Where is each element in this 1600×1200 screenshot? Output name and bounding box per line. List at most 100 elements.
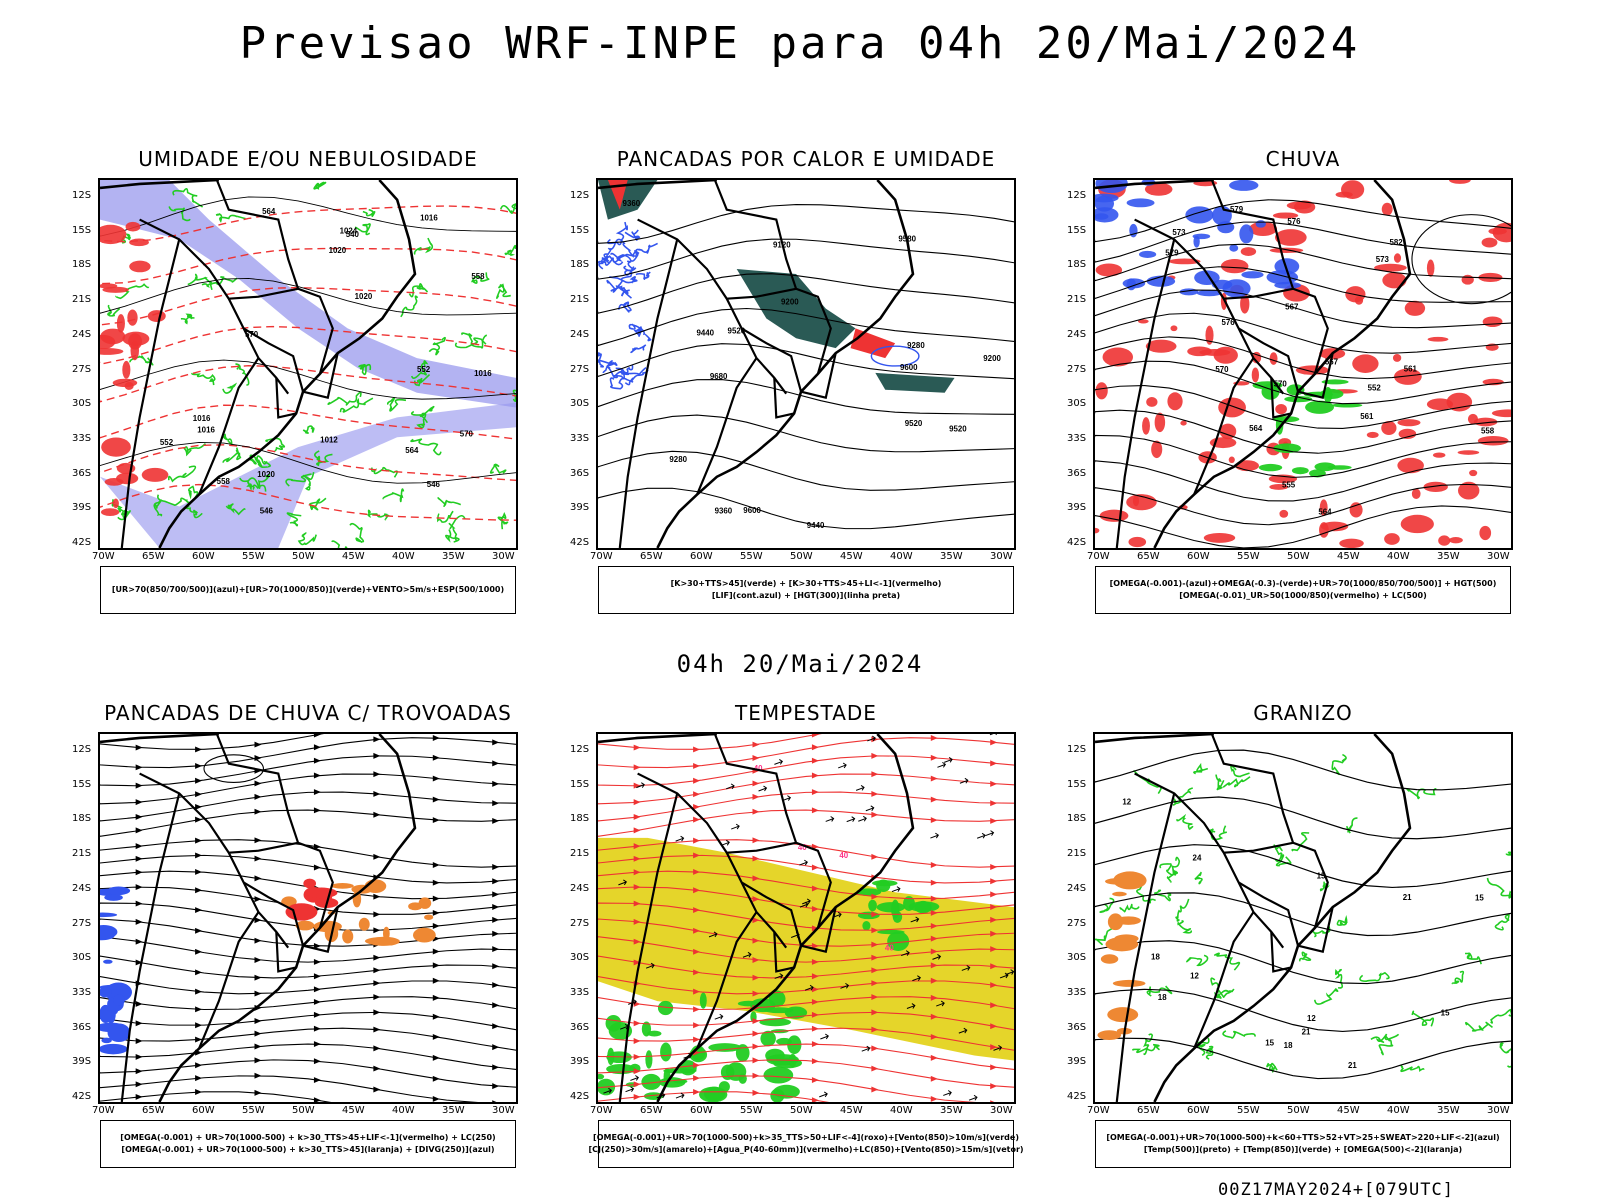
contour-line bbox=[1095, 892, 1511, 937]
streamline-arrow bbox=[195, 803, 203, 810]
lat-tick-label: 21S bbox=[570, 848, 590, 860]
streamline-arrow bbox=[811, 772, 819, 779]
rain-omega-patch bbox=[1275, 403, 1287, 415]
rain-omega-patch bbox=[1205, 325, 1214, 345]
map-trovoadas bbox=[98, 732, 518, 1104]
omega-strong-patch bbox=[1258, 463, 1283, 472]
lat-tick-label: 39S bbox=[1067, 502, 1087, 514]
streamline-arrow bbox=[432, 1013, 440, 1020]
streamline-arrow bbox=[135, 1020, 143, 1027]
contours bbox=[1095, 749, 1511, 1080]
rain-omega-patch bbox=[1432, 452, 1446, 458]
convection-orange-patch bbox=[424, 914, 434, 920]
contour-label: 561 bbox=[1360, 412, 1374, 421]
streamline-arrow bbox=[811, 1041, 819, 1048]
contour-label: 552 bbox=[417, 365, 431, 374]
rain-omega-patch bbox=[1240, 294, 1250, 314]
streamline-arrow bbox=[432, 1075, 440, 1082]
streamline-arrow bbox=[693, 1062, 701, 1069]
streamline-arrow bbox=[752, 1030, 760, 1037]
streamline-arrow bbox=[432, 796, 440, 803]
humidity-low-level-line bbox=[408, 283, 429, 298]
rain-omega-patch bbox=[1095, 382, 1108, 400]
lif-contour-line bbox=[624, 369, 649, 386]
lon-tick-label: 30W bbox=[1487, 1105, 1510, 1116]
streamline-arrow bbox=[254, 974, 262, 981]
contour-label: 9600 bbox=[900, 363, 918, 372]
rain-omega-patch bbox=[1482, 316, 1503, 328]
border-line bbox=[302, 352, 339, 399]
streamline-arrow bbox=[492, 963, 500, 970]
rain-omega-patch bbox=[1274, 229, 1307, 246]
streamline-arrow bbox=[930, 754, 938, 761]
lat-tick-label: 12S bbox=[72, 744, 92, 755]
lat-tick-label: 33S bbox=[1067, 432, 1087, 444]
humidity-low-level-line bbox=[187, 485, 199, 500]
lat-tick-label: 15S bbox=[72, 224, 92, 236]
legend-line: [OMEGA(-0.001) + UR>70(1000-500) + k>30_… bbox=[121, 1145, 495, 1154]
streamline-arrow bbox=[373, 927, 381, 934]
streamline-arrow bbox=[633, 843, 641, 850]
streamline-arrow bbox=[990, 1100, 995, 1102]
omega-weak-patch bbox=[1138, 250, 1157, 258]
divergence-patch bbox=[103, 959, 113, 964]
rain-omega bbox=[1095, 180, 1511, 548]
streamline-arrow bbox=[313, 807, 321, 814]
streamline-arrow bbox=[633, 959, 641, 966]
border-line bbox=[713, 734, 832, 929]
streamline-arrow bbox=[752, 1089, 760, 1096]
lon-tick-label: 50W bbox=[292, 551, 315, 562]
lon-tick-label: 70W bbox=[92, 551, 115, 562]
rain-omega-patch bbox=[1341, 180, 1365, 199]
convection-orange-patch bbox=[342, 929, 354, 944]
streamline-arrow bbox=[432, 1033, 440, 1040]
streamline-arrow bbox=[313, 789, 321, 796]
contour-label: 18 bbox=[1151, 952, 1160, 961]
wind-vector bbox=[840, 982, 850, 989]
legend-line: [OMEGA(-0.001)+UR>70(1000-500)+k<60+TTS>… bbox=[1106, 1133, 1500, 1142]
streamline-arrow bbox=[930, 895, 938, 902]
coastline-borders bbox=[100, 734, 417, 1102]
humidity-low-level-line bbox=[222, 382, 238, 394]
wind-vector bbox=[901, 950, 910, 957]
lif-contour-line bbox=[630, 344, 647, 354]
legend-trovoadas: [OMEGA(-0.001) + UR>70(1000-500) + k>30_… bbox=[100, 1120, 516, 1168]
streamline-arrow bbox=[990, 817, 998, 824]
rain-omega-patch bbox=[1488, 227, 1507, 235]
streamline-arrow bbox=[492, 904, 500, 910]
lat-tick-label: 21S bbox=[72, 848, 92, 860]
streamline-arrow bbox=[930, 775, 938, 782]
lat-tick-label: 15S bbox=[1067, 778, 1087, 790]
streamline-arrow bbox=[135, 782, 143, 789]
lon-tick-label: 50W bbox=[292, 1105, 315, 1116]
streamline-arrow bbox=[313, 1077, 321, 1084]
streamline-arrow bbox=[432, 1054, 440, 1061]
lif-contour-line bbox=[602, 366, 630, 380]
streamline-arrow bbox=[195, 791, 203, 798]
contour-label: 21 bbox=[1403, 893, 1412, 902]
contour-line bbox=[100, 247, 516, 285]
streamline-arrow bbox=[990, 946, 998, 953]
rain-omega-patch bbox=[1199, 348, 1231, 356]
wind-vector bbox=[891, 886, 901, 893]
border-line bbox=[120, 793, 181, 1102]
rain-omega-patch bbox=[1381, 420, 1397, 436]
streamline-arrow bbox=[811, 744, 819, 751]
map-pancadas-calor: 9680 9600 9580 9520 9600 9520 9440 9520 9360 9440… bbox=[596, 178, 1016, 550]
contour-line bbox=[1095, 1037, 1511, 1080]
contour-label: 573 bbox=[1376, 255, 1390, 264]
contour-line bbox=[598, 307, 1014, 347]
wind-850-patch bbox=[763, 1066, 794, 1084]
convection-orange-patch bbox=[412, 927, 436, 943]
rain-omega-patch bbox=[1427, 336, 1449, 342]
border-line bbox=[1115, 793, 1176, 1102]
convection-red-patch bbox=[305, 887, 338, 899]
temp-850-line bbox=[1222, 1030, 1256, 1039]
lat-tick-label: 24S bbox=[1067, 882, 1087, 894]
convection-orange-patch bbox=[331, 882, 354, 889]
humidity-low-level-line bbox=[428, 336, 446, 356]
humidity-low-level-line bbox=[445, 529, 460, 543]
lif-contour-line bbox=[609, 377, 634, 390]
streamline-arrow bbox=[135, 1093, 143, 1100]
contour-label: 576 bbox=[1221, 318, 1235, 327]
